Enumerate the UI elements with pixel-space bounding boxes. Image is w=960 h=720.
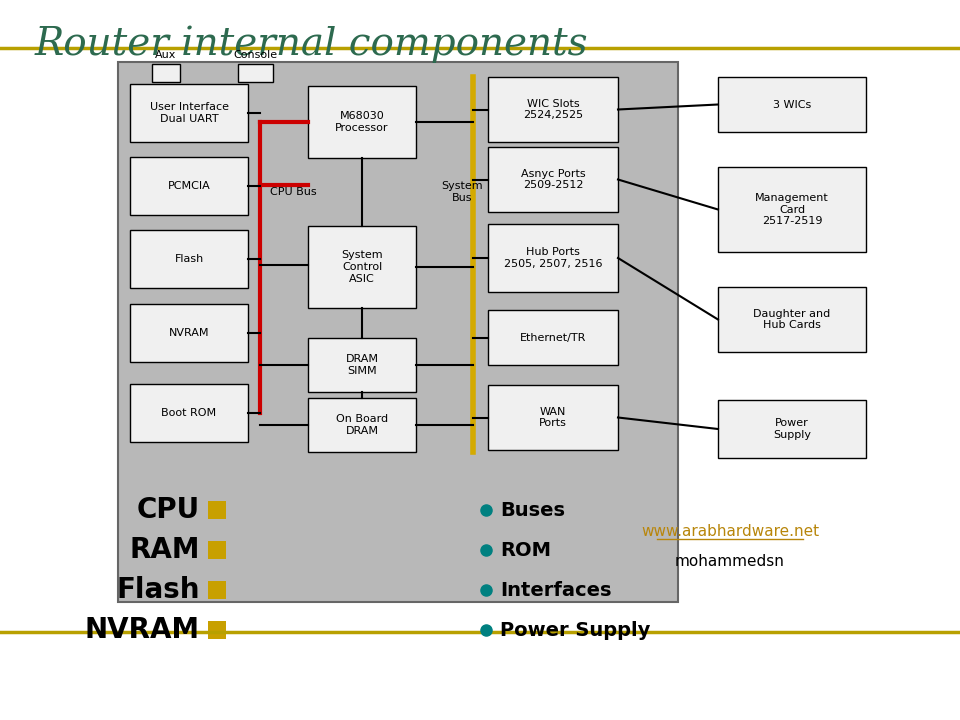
Bar [308,226,416,308]
Bar [130,304,248,362]
Text: System
Control
ASIC: System Control ASIC [341,251,383,284]
Text: WIC Slots
2524,2525: WIC Slots 2524,2525 [523,99,583,120]
Text: Flash: Flash [116,576,200,604]
Text: Hub Ports
2505, 2507, 2516: Hub Ports 2505, 2507, 2516 [504,247,602,269]
Bar [152,64,180,82]
Bar [488,224,618,292]
Bar [130,384,248,442]
Text: Console: Console [233,50,277,60]
Text: RAM: RAM [130,536,200,564]
Bar [488,385,618,450]
Text: NVRAM: NVRAM [169,328,209,338]
Text: mohammedsn: mohammedsn [675,554,785,570]
Bar [208,621,226,639]
Text: CPU Bus: CPU Bus [270,187,316,197]
Bar [238,64,273,82]
Text: 3 WICs: 3 WICs [773,99,811,109]
Text: Boot ROM: Boot ROM [161,408,217,418]
Bar [488,310,618,365]
Text: PCMCIA: PCMCIA [168,181,210,191]
Text: Power Supply: Power Supply [500,621,650,639]
Bar [130,230,248,288]
Bar [130,84,248,142]
Bar [208,581,226,599]
Text: Daughter and
Hub Cards: Daughter and Hub Cards [754,309,830,330]
Text: Power
Supply: Power Supply [773,418,811,440]
Bar [130,157,248,215]
Bar [308,86,416,158]
Bar [308,398,416,452]
Text: ROM: ROM [500,541,551,559]
Bar [718,287,866,352]
Text: Buses: Buses [500,500,565,520]
Text: NVRAM: NVRAM [84,616,200,644]
Text: Ethernet/TR: Ethernet/TR [519,333,587,343]
Text: DRAM
SIMM: DRAM SIMM [346,354,378,376]
Bar [308,338,416,392]
Bar [208,501,226,519]
Bar [208,541,226,559]
Text: Asnyc Ports
2509-2512: Asnyc Ports 2509-2512 [520,168,586,190]
Bar [718,167,866,252]
Text: Flash: Flash [175,254,204,264]
Text: Interfaces: Interfaces [500,580,612,600]
Text: M68030
Processor: M68030 Processor [335,111,389,132]
Text: CPU: CPU [137,496,200,524]
Bar [488,77,618,142]
Bar [718,400,866,458]
Text: Router internal components: Router internal components [35,25,588,63]
Text: User Interface
Dual UART: User Interface Dual UART [150,102,228,124]
Text: System
Bus: System Bus [442,181,483,203]
Text: On Board
DRAM: On Board DRAM [336,414,388,436]
Text: WAN
Ports: WAN Ports [540,407,567,428]
Text: www.arabhardware.net: www.arabhardware.net [641,524,819,539]
Bar [488,147,618,212]
Bar [718,77,866,132]
Text: Management
Card
2517-2519: Management Card 2517-2519 [756,193,828,226]
Text: Aux: Aux [156,50,177,60]
Bar [118,62,678,602]
